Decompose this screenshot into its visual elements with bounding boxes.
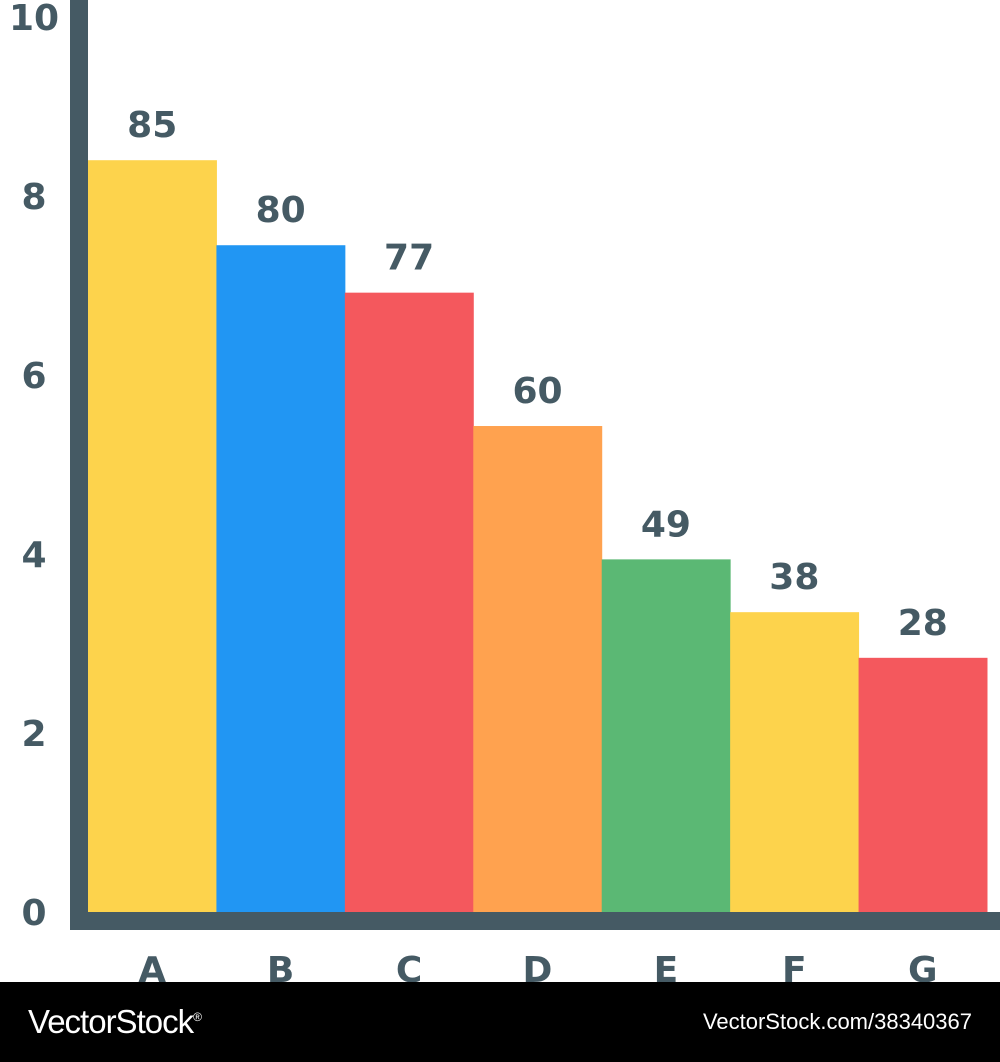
watermark-brand-mark: ® bbox=[193, 1010, 202, 1024]
data-label-d: 60 bbox=[512, 371, 562, 412]
data-label-c: 77 bbox=[384, 238, 434, 279]
watermark-brand: VectorStock® bbox=[28, 1003, 202, 1041]
bar-e bbox=[601, 559, 731, 912]
x-axis-line bbox=[70, 912, 1000, 930]
category-label-e: E bbox=[654, 950, 679, 982]
watermark-bar: VectorStock® VectorStock.com/38340367 bbox=[0, 982, 1000, 1062]
watermark-brand-name: VectorStock bbox=[28, 1003, 194, 1040]
category-label-g: G bbox=[908, 950, 938, 982]
y-tick-label-2: 2 bbox=[21, 714, 46, 755]
y-tick-label-4: 4 bbox=[21, 535, 46, 576]
y-axis-line bbox=[70, 0, 88, 930]
bar-b bbox=[216, 245, 346, 913]
y-tick-label-0: 0 bbox=[21, 893, 46, 934]
data-label-a: 85 bbox=[127, 105, 177, 146]
bar-chart: 85 A 80 B 77 C 60 D 49 E 38 F 28 G 0 2 4 6 8 10 bbox=[9, 0, 1000, 982]
category-label-b: B bbox=[267, 950, 294, 982]
category-label-d: D bbox=[523, 950, 553, 982]
category-label-a: A bbox=[138, 950, 166, 982]
data-label-b: 80 bbox=[256, 190, 306, 231]
category-label-c: C bbox=[396, 950, 422, 982]
y-tick-label-6: 6 bbox=[21, 356, 46, 397]
category-label-f: F bbox=[782, 950, 807, 982]
y-tick-label-8: 8 bbox=[21, 177, 46, 218]
bar-c bbox=[344, 292, 474, 912]
bar-f bbox=[730, 612, 860, 912]
bar-g bbox=[858, 657, 988, 912]
y-tick-label-10: 10 bbox=[9, 0, 59, 39]
watermark-url: VectorStock.com/38340367 bbox=[702, 1009, 972, 1034]
data-label-f: 38 bbox=[769, 557, 819, 598]
bar-a bbox=[88, 160, 217, 912]
bar-d bbox=[473, 426, 603, 912]
data-label-e: 49 bbox=[641, 504, 691, 545]
data-label-g: 28 bbox=[898, 603, 948, 644]
